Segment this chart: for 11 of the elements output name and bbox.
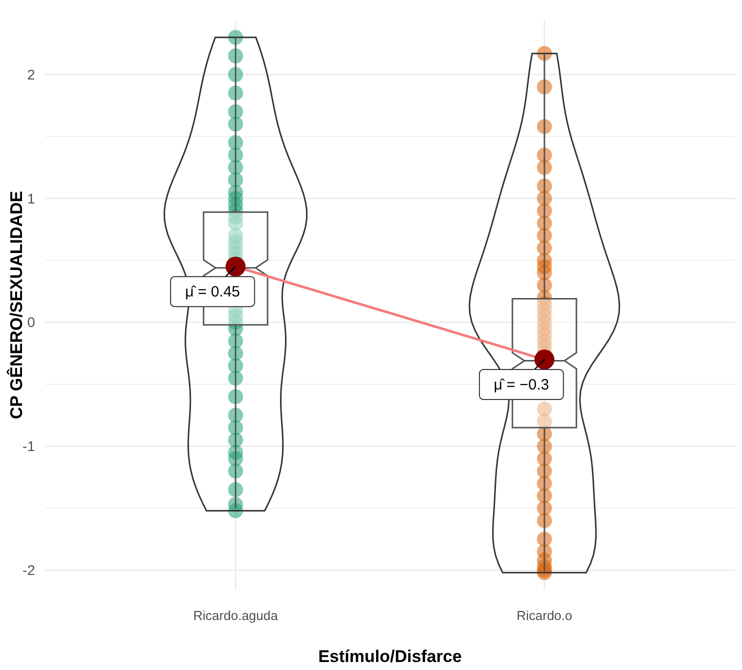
annotation: μ̂ = −0.3 bbox=[494, 376, 550, 394]
y-tick-label: -2 bbox=[22, 562, 36, 578]
y-tick-label: 1 bbox=[27, 190, 36, 206]
x-tick-label: Ricardo.aguda bbox=[193, 608, 279, 623]
annotation: μ̂ = 0.45 bbox=[185, 284, 240, 301]
y-tick-label: 0 bbox=[27, 314, 36, 330]
y-axis-title: CP GÊNERO/SEXUALIDADE bbox=[6, 190, 26, 420]
y-tick-label: 2 bbox=[27, 66, 36, 82]
y-tick-label: -1 bbox=[22, 438, 36, 454]
x-tick-label: Ricardo.o bbox=[516, 608, 572, 623]
x-axis-title: Estímulo/Disfarce bbox=[318, 647, 462, 666]
